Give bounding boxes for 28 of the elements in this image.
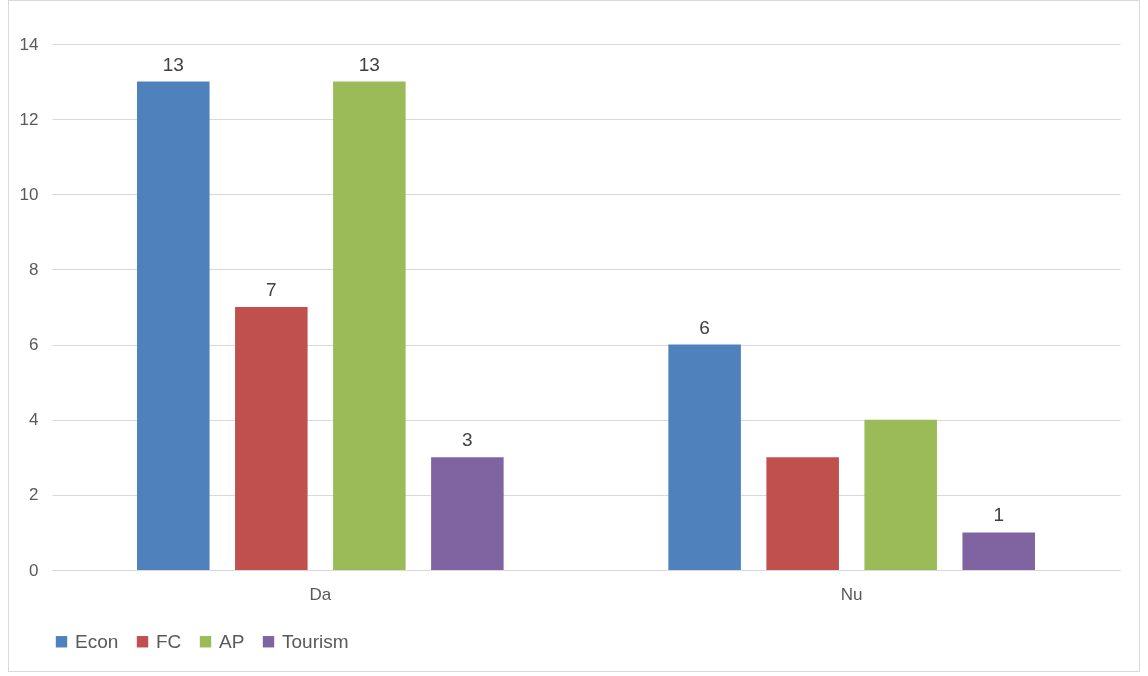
legend-label: FC: [156, 630, 182, 652]
bar: [766, 457, 839, 570]
data-label: 13: [162, 53, 184, 75]
y-tick-label: 2: [29, 485, 39, 505]
x-tick-label: Nu: [840, 584, 863, 604]
bar: [333, 81, 406, 570]
data-label: 1: [993, 504, 1004, 526]
y-tick-label: 6: [29, 335, 39, 355]
legend-label: AP: [219, 630, 245, 652]
y-tick-label: 10: [19, 184, 39, 204]
legend-label: Econ: [75, 630, 119, 652]
y-tick-label: 12: [19, 109, 39, 129]
bar: [137, 81, 210, 570]
bar: [864, 419, 937, 570]
bar: [235, 307, 308, 570]
y-tick-label: 8: [29, 259, 39, 279]
data-label: 7: [266, 279, 277, 300]
y-tick-label: 0: [29, 560, 39, 580]
data-label: 3: [462, 429, 473, 451]
y-tick-label: 4: [29, 410, 39, 430]
data-label: 6: [699, 316, 710, 338]
bar: [668, 344, 741, 570]
y-tick-label: 14: [19, 34, 39, 54]
bar: [431, 457, 504, 570]
x-tick-label: Da: [309, 584, 332, 604]
data-label: 13: [358, 53, 380, 75]
bar: [962, 532, 1035, 570]
legend-label: Tourism: [282, 630, 349, 652]
